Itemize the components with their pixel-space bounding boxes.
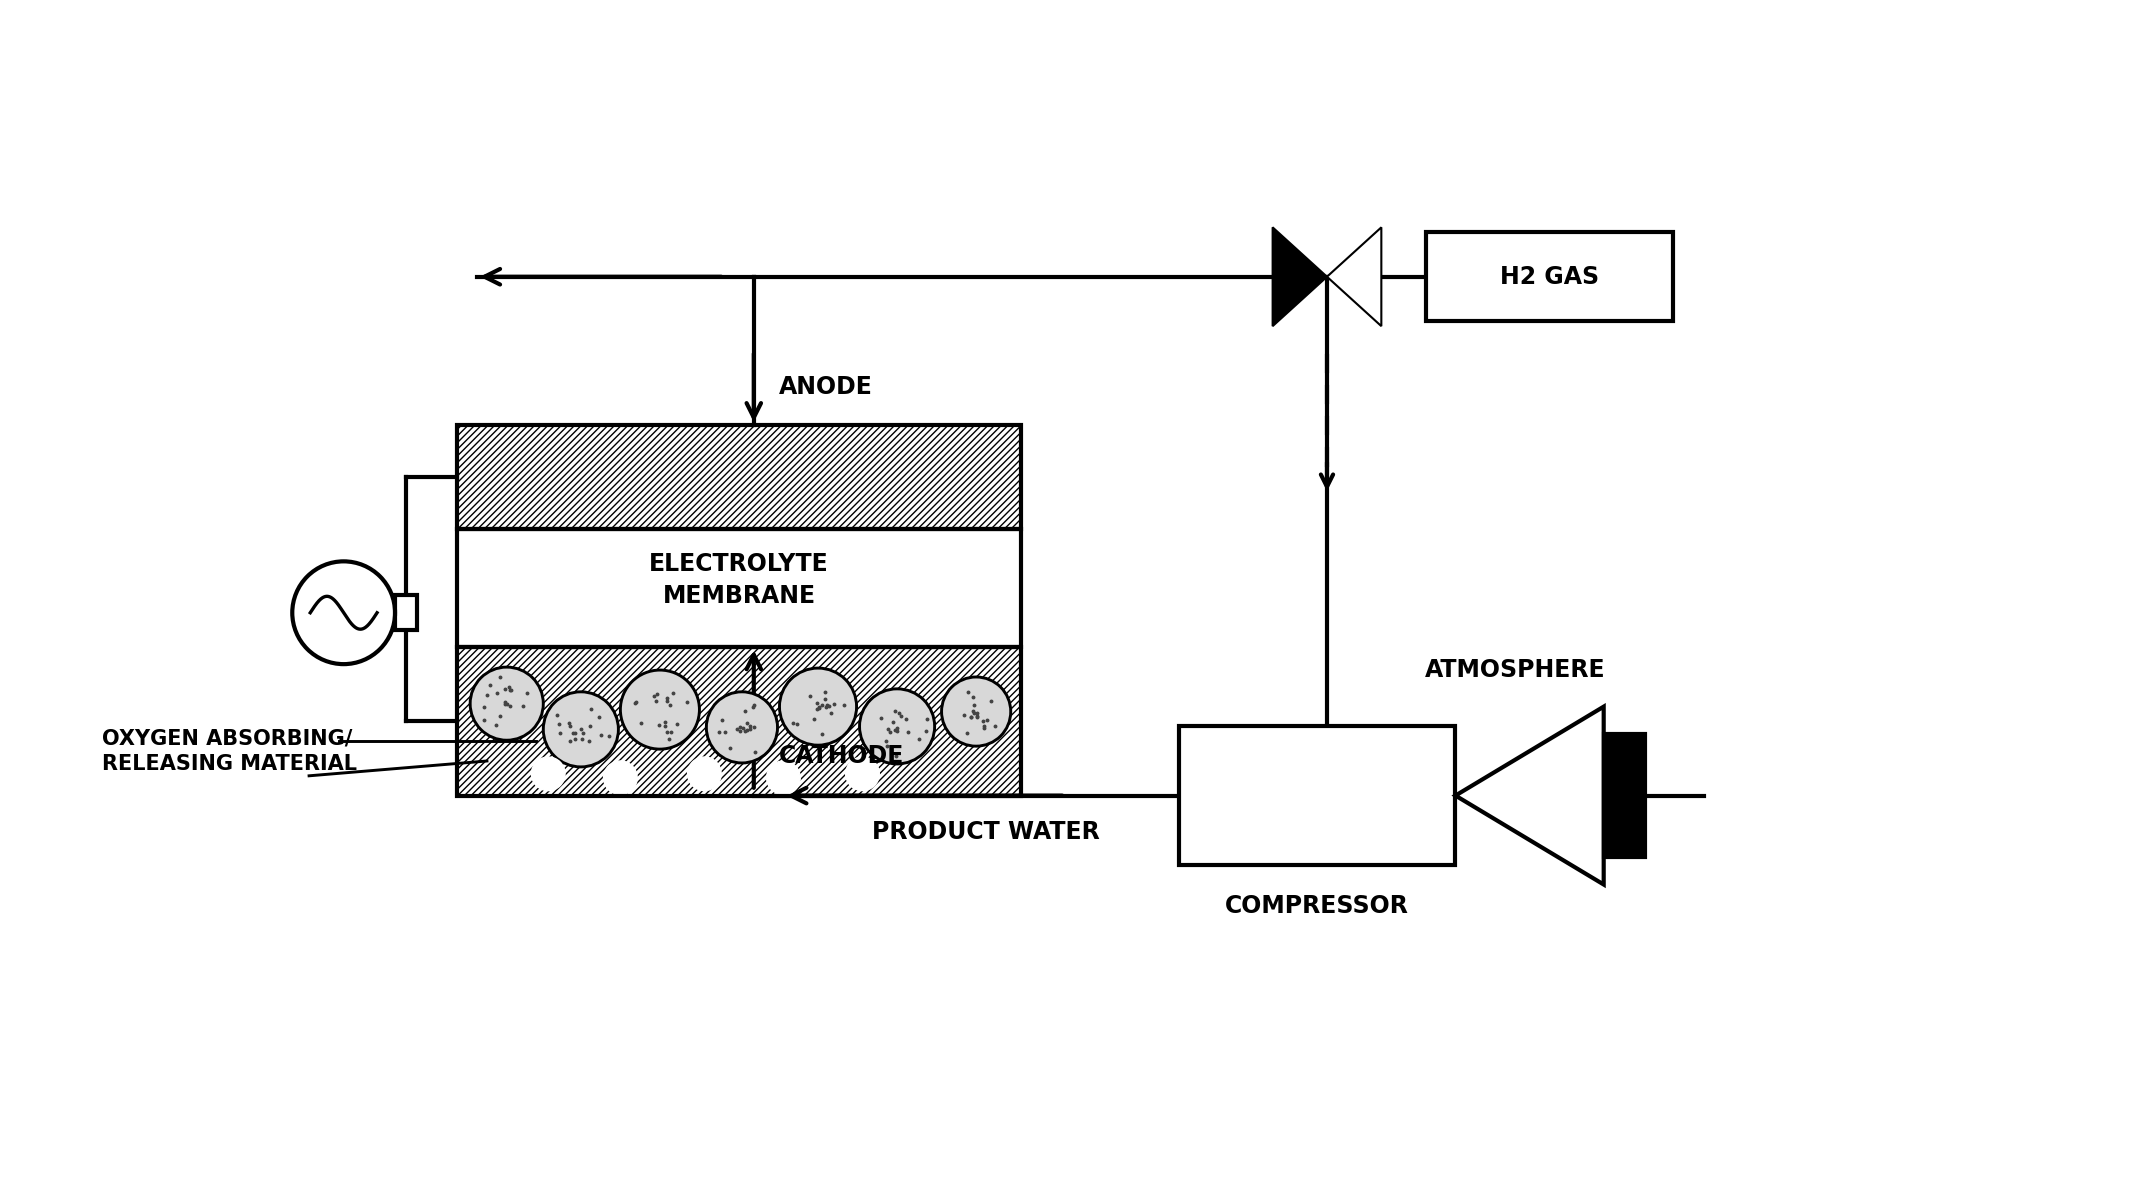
Polygon shape: [1455, 706, 1603, 885]
Text: COMPRESSOR: COMPRESSOR: [1225, 894, 1410, 918]
Text: CATHODE: CATHODE: [779, 744, 903, 768]
Circle shape: [779, 668, 856, 745]
Circle shape: [470, 667, 543, 741]
Circle shape: [861, 689, 936, 764]
Bar: [457, 425, 1021, 529]
Circle shape: [942, 677, 1011, 746]
Bar: [457, 425, 1021, 529]
Bar: [395, 595, 416, 631]
Circle shape: [543, 692, 618, 767]
Bar: [457, 647, 1021, 796]
Text: ELECTROLYTE
MEMBRANE: ELECTROLYTE MEMBRANE: [648, 552, 828, 608]
Circle shape: [942, 677, 1011, 746]
Bar: [457, 647, 1021, 796]
Circle shape: [620, 670, 700, 749]
Circle shape: [779, 668, 856, 745]
Text: ATMOSPHERE: ATMOSPHERE: [1425, 658, 1605, 681]
Text: PRODUCT WATER: PRODUCT WATER: [871, 820, 1101, 845]
Circle shape: [766, 761, 800, 795]
Polygon shape: [1326, 227, 1382, 327]
Circle shape: [470, 667, 543, 741]
Circle shape: [603, 761, 637, 795]
Text: ANODE: ANODE: [779, 375, 873, 400]
Polygon shape: [1273, 227, 1326, 327]
Circle shape: [532, 757, 564, 790]
Bar: [1178, 726, 1455, 865]
Circle shape: [543, 692, 618, 767]
Circle shape: [706, 692, 777, 763]
Circle shape: [846, 757, 880, 790]
Bar: [457, 425, 1021, 529]
Bar: [1603, 735, 1646, 856]
Circle shape: [620, 670, 700, 749]
Circle shape: [706, 692, 777, 763]
Bar: [457, 647, 1021, 796]
Bar: [1425, 232, 1674, 322]
Text: OXYGEN ABSORBING/
RELEASING MATERIAL: OXYGEN ABSORBING/ RELEASING MATERIAL: [101, 729, 356, 774]
Text: H2 GAS: H2 GAS: [1500, 265, 1599, 289]
Circle shape: [861, 689, 936, 764]
Circle shape: [687, 757, 721, 790]
Bar: [457, 529, 1021, 647]
